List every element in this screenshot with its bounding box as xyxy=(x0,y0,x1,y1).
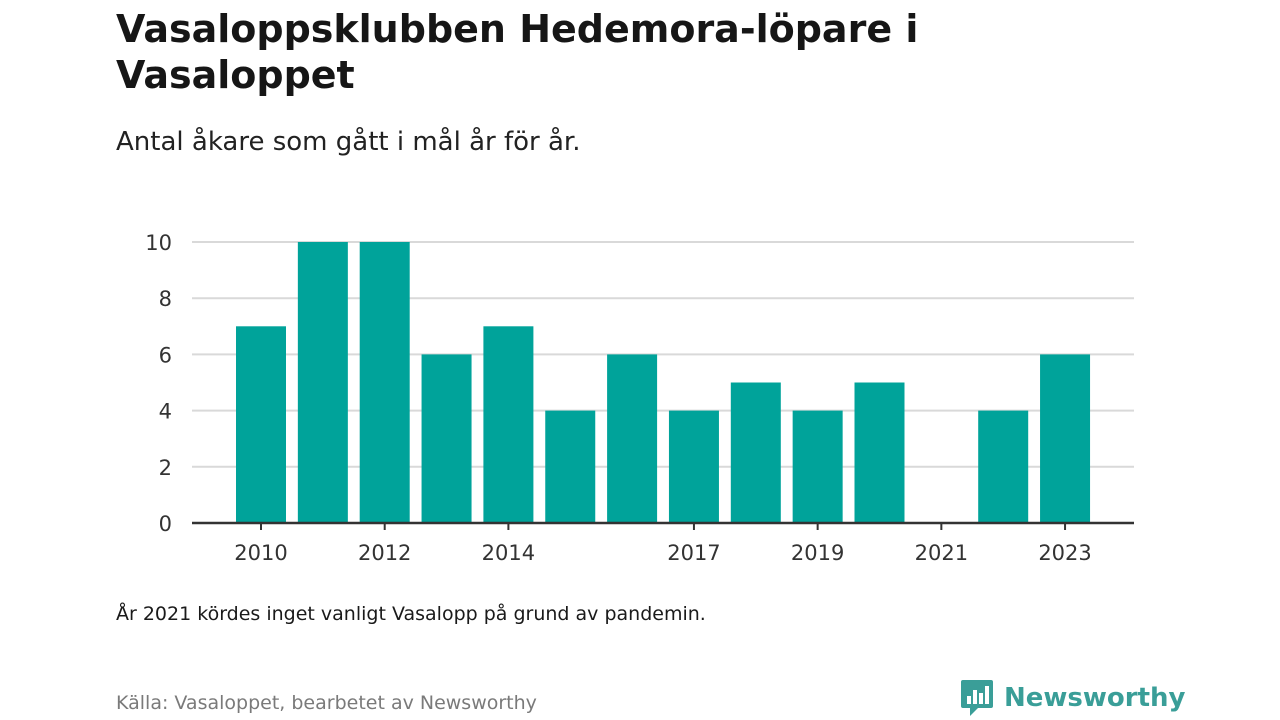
x-tick-label: 2012 xyxy=(358,541,411,565)
x-tick-label: 2014 xyxy=(482,541,535,565)
bar-2010 xyxy=(236,326,286,523)
y-tick-label: 10 xyxy=(145,231,172,255)
bars xyxy=(236,242,1091,523)
bar-2020 xyxy=(854,382,905,523)
bar-2013 xyxy=(421,354,472,523)
chart-note: År 2021 kördes inget vanligt Vasalopp på… xyxy=(116,603,706,625)
chart-title: Vasaloppsklubben Hedemora-löpare i Vasal… xyxy=(116,7,919,97)
y-tick-label: 6 xyxy=(159,343,172,367)
bar-2017 xyxy=(668,410,719,523)
axes: 0 2 4 6 8 10 2010 2012 2014 2017 2019 2021 2023 xyxy=(145,231,1134,565)
x-tick-label: 2019 xyxy=(791,541,844,565)
y-tick-label: 0 xyxy=(159,512,172,536)
bar-2014 xyxy=(483,326,534,523)
bar-2022 xyxy=(978,410,1029,523)
bar-2012 xyxy=(359,242,410,523)
bar-2023 xyxy=(1040,354,1091,523)
source-text: Källa: Vasaloppet, bearbetet av Newswort… xyxy=(116,692,537,714)
x-tick-label: 2023 xyxy=(1038,541,1091,565)
y-tick-label: 4 xyxy=(159,400,172,424)
bar-2019 xyxy=(792,410,843,523)
y-tick-label: 8 xyxy=(159,287,172,311)
newsworthy-logo-icon xyxy=(961,680,993,716)
chart-subtitle: Antal åkare som gått i mål år för år. xyxy=(116,127,581,157)
x-tick-label: 2021 xyxy=(915,541,968,565)
bar-2018 xyxy=(730,382,781,523)
brand-name: Newsworthy xyxy=(1004,683,1186,713)
bar-chart: 0 2 4 6 8 10 2010 2012 2014 2017 2019 2021 2023 xyxy=(145,231,1134,565)
bar-2011 xyxy=(297,242,348,523)
x-tick-label: 2017 xyxy=(667,541,720,565)
bar-2015 xyxy=(545,410,596,523)
x-tick-label: 2010 xyxy=(234,541,287,565)
bar-2016 xyxy=(607,354,658,523)
gridlines xyxy=(192,241,1134,468)
y-tick-label: 2 xyxy=(159,456,172,480)
brand-logo: Newsworthy xyxy=(960,678,1185,718)
